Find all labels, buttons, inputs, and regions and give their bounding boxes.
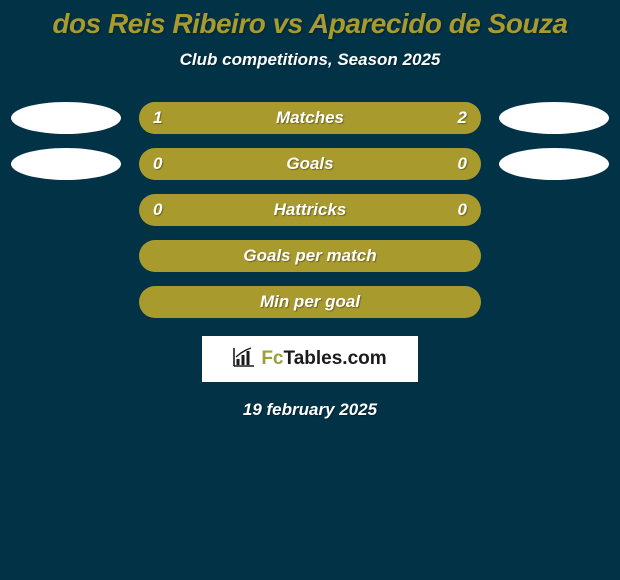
comparison-infographic: dos Reis Ribeiro vs Aparecido de Souza C… (0, 0, 620, 580)
stat-rows: 12Matches 00Goals 00Hattricks Goals per mat… (0, 102, 620, 318)
stat-bar: 00Hattricks (139, 194, 481, 226)
page-title: dos Reis Ribeiro vs Aparecido de Souza (0, 0, 620, 40)
player-left-oval (11, 102, 121, 134)
player-right-oval (499, 102, 609, 134)
stat-bar: Goals per match (139, 240, 481, 272)
stat-label: Min per goal (139, 286, 481, 318)
subtitle: Club competitions, Season 2025 (0, 50, 620, 70)
player-right-oval (499, 148, 609, 180)
chart-icon (233, 347, 255, 372)
stat-row: Goals per match (0, 240, 620, 272)
stat-bar: 12Matches (139, 102, 481, 134)
oval-spacer (499, 194, 609, 226)
stat-row: 12Matches (0, 102, 620, 134)
date-text: 19 february 2025 (0, 400, 620, 420)
stat-bar: Min per goal (139, 286, 481, 318)
stat-row: 00Goals (0, 148, 620, 180)
logo-text: FcTables.com (261, 348, 386, 370)
player-left-oval (11, 148, 121, 180)
stat-row: Min per goal (0, 286, 620, 318)
stat-row: 00Hattricks (0, 194, 620, 226)
oval-spacer (499, 286, 609, 318)
oval-spacer (11, 240, 121, 272)
logo-box: FcTables.com (202, 336, 418, 382)
oval-spacer (11, 194, 121, 226)
stat-label: Matches (139, 102, 481, 134)
logo-suffix: Tables.com (284, 348, 387, 370)
stat-label: Hattricks (139, 194, 481, 226)
stat-label: Goals per match (139, 240, 481, 272)
stat-bar: 00Goals (139, 148, 481, 180)
oval-spacer (499, 240, 609, 272)
logo-prefix: Fc (261, 348, 283, 370)
stat-label: Goals (139, 148, 481, 180)
oval-spacer (11, 286, 121, 318)
